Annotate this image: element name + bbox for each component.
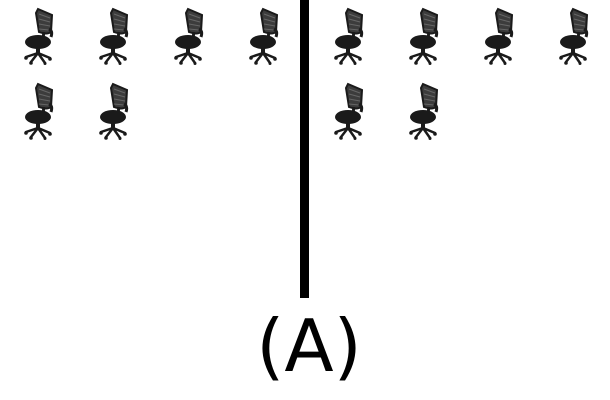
office-chair-icon [96,80,136,140]
panel-label: (A) [256,304,362,388]
vertical-divider-line [300,0,309,298]
office-chair-icon [331,80,371,140]
office-chair-icon [556,5,596,65]
office-chair-icon [21,80,61,140]
office-chair-icon [171,5,211,65]
office-chair-icon [246,5,286,65]
office-chair-icon [481,5,521,65]
office-chair-icon [21,5,61,65]
office-chair-icon [406,80,446,140]
office-chair-icon [406,5,446,65]
office-chair-icon [96,5,136,65]
office-chair-icon [331,5,371,65]
